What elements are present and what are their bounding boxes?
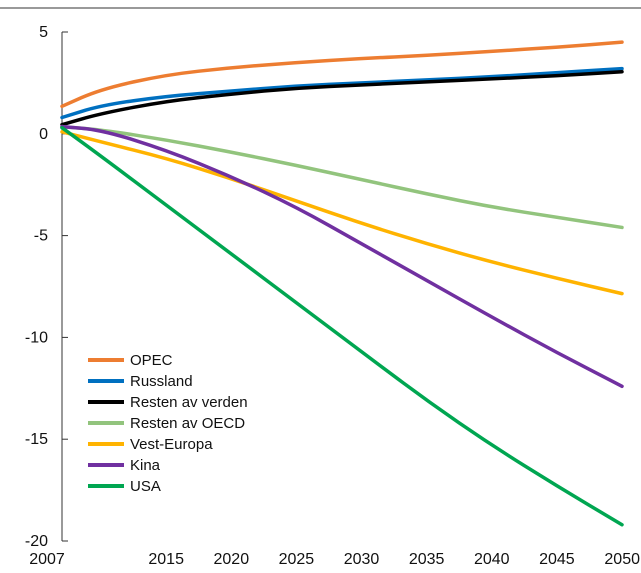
x-tick-label: 2035 [409, 551, 445, 568]
series-line-vest-europa [60, 130, 624, 296]
y-tick-label: -15 [25, 431, 48, 448]
series-line-russland [60, 66, 624, 120]
y-tick-label: 5 [39, 24, 48, 41]
x-tick-label: 2030 [344, 551, 380, 568]
x-tick-label: 2020 [214, 551, 250, 568]
y-tick-label: 0 [39, 126, 48, 143]
legend-label: Resten av OECD [130, 415, 245, 432]
series-layer [60, 40, 624, 527]
series-line-kina [60, 124, 624, 389]
series-line-resten-av-oecd [60, 124, 624, 230]
x-tick-label: 2050 [604, 551, 640, 568]
legend-label: Resten av verden [130, 394, 248, 411]
x-tick-label: 2025 [279, 551, 315, 568]
series-line-usa [60, 125, 624, 527]
y-tick-label: -5 [34, 228, 48, 245]
legend-label: Vest-Europa [130, 436, 213, 453]
x-tick-label: 2015 [148, 551, 184, 568]
legend-label: OPEC [130, 352, 173, 369]
legend-label: Russland [130, 373, 193, 390]
legend: OPEC Russland Resten av verden Resten av OE… [88, 352, 248, 495]
y-tick-label: -20 [25, 533, 48, 550]
y-tick-label: -10 [25, 329, 48, 346]
legend-label: USA [130, 478, 161, 495]
x-tick-label: 2007 [29, 551, 65, 568]
x-tick-label: 2045 [539, 551, 575, 568]
legend-label: Kina [130, 457, 161, 474]
series-line-resten-av-verden [60, 69, 624, 127]
series-line-opec [60, 40, 624, 109]
x-tick-label: 2040 [474, 551, 510, 568]
